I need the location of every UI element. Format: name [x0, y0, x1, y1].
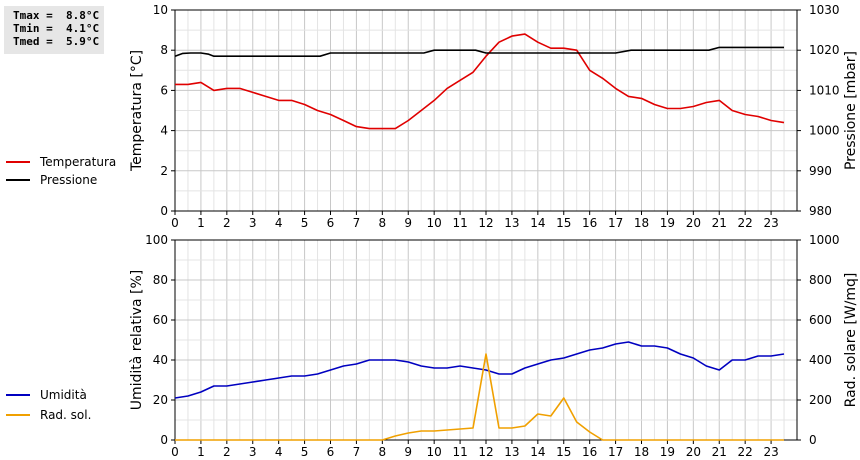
legend-swatch: [6, 394, 30, 396]
x-tick-label: 21: [712, 216, 727, 230]
x-tick-label: 5: [301, 445, 309, 459]
x-tick-label: 21: [712, 445, 727, 459]
legend-item-rad-sol: Rad. sol.: [6, 406, 91, 424]
x-tick-label: 19: [660, 216, 675, 230]
x-tick-label: 9: [404, 216, 412, 230]
legend-swatch: [6, 161, 30, 163]
y-axis-label: Temperatura [°C]: [129, 50, 145, 172]
x-tick-label: 13: [504, 445, 519, 459]
x-tick-label: 7: [353, 216, 361, 230]
y-tick-label: 0: [160, 433, 168, 447]
y-tick-label: 100: [145, 233, 168, 247]
x-tick-label: 12: [478, 216, 493, 230]
series-line-temperatura: [175, 33, 785, 130]
x-tick-label: 1: [197, 216, 205, 230]
x-tick-label: 16: [582, 445, 597, 459]
x-tick-label: 3: [249, 216, 257, 230]
y2-tick-label: 1020: [809, 43, 840, 57]
y2-axis-label: Pressione [mbar]: [843, 51, 859, 170]
x-tick-label: 1: [197, 445, 205, 459]
y-axis-label: Umidità relativa [%]: [129, 270, 145, 411]
legend-top: Temperatura Pressione: [6, 153, 116, 189]
y2-tick-label: 0: [809, 433, 817, 447]
x-tick-label: 4: [275, 445, 283, 459]
x-tick-label: 18: [634, 216, 649, 230]
y-tick-label: 40: [153, 353, 168, 367]
y-tick-label: 10: [153, 3, 168, 17]
x-tick-label: 15: [556, 216, 571, 230]
tmax-text: Tmax = 8.8°C: [13, 9, 100, 22]
x-tick-label: 8: [379, 445, 387, 459]
x-tick-label: 22: [738, 445, 753, 459]
y-tick-label: 0: [160, 204, 168, 218]
x-tick-label: 18: [634, 445, 649, 459]
y-tick-label: 8: [160, 43, 168, 57]
y-tick-label: 60: [153, 313, 168, 327]
y-tick-label: 6: [160, 83, 168, 97]
x-tick-label: 6: [327, 216, 335, 230]
x-tick-label: 5: [301, 216, 309, 230]
legend-item-umidita: Umidità: [6, 386, 91, 404]
y2-tick-label: 400: [809, 353, 832, 367]
x-tick-label: 11: [452, 216, 467, 230]
series-line-umidit: [174, 341, 785, 399]
legend-label: Rad. sol.: [40, 408, 92, 422]
x-tick-label: 9: [404, 445, 412, 459]
y2-tick-label: 600: [809, 313, 832, 327]
legend-item-pressione: Pressione: [6, 171, 116, 189]
x-tick-label: 20: [686, 445, 701, 459]
x-tick-label: 3: [249, 445, 257, 459]
legend-label: Temperatura: [40, 155, 117, 169]
x-tick-label: 11: [452, 445, 467, 459]
x-tick-label: 14: [530, 445, 545, 459]
y2-tick-label: 1000: [809, 124, 840, 138]
x-tick-label: 10: [427, 445, 442, 459]
y-tick-label: 20: [153, 393, 168, 407]
y-tick-label: 4: [160, 124, 168, 138]
y-tick-label: 80: [153, 273, 168, 287]
y2-tick-label: 1010: [809, 83, 840, 97]
series-line-rad-sol: [175, 353, 784, 441]
x-tick-label: 7: [353, 445, 361, 459]
x-tick-label: 4: [275, 216, 283, 230]
x-tick-label: 2: [223, 216, 231, 230]
x-tick-label: 23: [763, 216, 778, 230]
x-tick-label: 14: [530, 216, 545, 230]
legend-swatch: [6, 414, 30, 416]
x-tick-label: 2: [223, 445, 231, 459]
tmin-text: Tmin = 4.1°C: [13, 22, 100, 35]
legend-swatch: [6, 179, 30, 181]
x-tick-label: 12: [478, 445, 493, 459]
y2-axis-label: Rad. solare [W/mq]: [843, 273, 859, 408]
y2-tick-label: 800: [809, 273, 832, 287]
x-tick-label: 0: [171, 216, 179, 230]
x-tick-label: 17: [608, 445, 623, 459]
x-tick-label: 15: [556, 445, 571, 459]
x-tick-label: 8: [379, 216, 387, 230]
series-line-pressione: [174, 46, 784, 58]
legend-label: Umidità: [40, 388, 87, 402]
legend-label: Pressione: [40, 173, 98, 187]
x-tick-label: 0: [171, 445, 179, 459]
tmed-text: Tmed = 5.9°C: [13, 35, 100, 48]
y2-tick-label: 1000: [809, 233, 840, 247]
x-tick-label: 22: [738, 216, 753, 230]
y-tick-label: 2: [160, 164, 168, 178]
x-tick-label: 19: [660, 445, 675, 459]
y2-tick-label: 990: [809, 164, 832, 178]
x-tick-label: 23: [763, 445, 778, 459]
x-tick-label: 16: [582, 216, 597, 230]
y2-tick-label: 980: [809, 204, 832, 218]
y2-tick-label: 1030: [809, 3, 840, 17]
x-tick-label: 20: [686, 216, 701, 230]
x-tick-label: 13: [504, 216, 519, 230]
x-tick-label: 17: [608, 216, 623, 230]
x-tick-label: 10: [427, 216, 442, 230]
y2-tick-label: 200: [809, 393, 832, 407]
legend-item-temperatura: Temperatura: [6, 153, 116, 171]
x-tick-label: 6: [327, 445, 335, 459]
stats-box: Tmax = 8.8°C Tmin = 4.1°C Tmed = 5.9°C: [4, 6, 104, 54]
